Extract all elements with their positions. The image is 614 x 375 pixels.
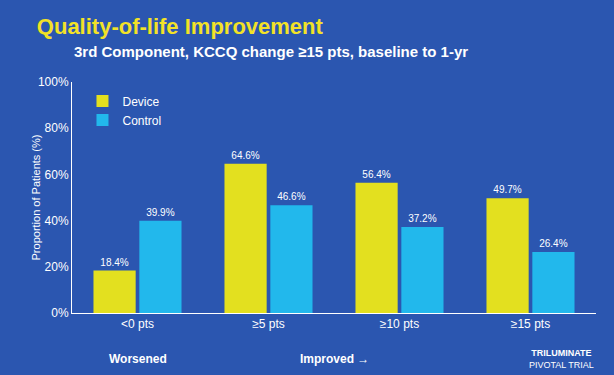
svg-text:100%: 100% (38, 75, 69, 89)
svg-text:39.9%: 39.9% (146, 207, 174, 218)
svg-text:Quality-of-life Improvement: Quality-of-life Improvement (37, 14, 324, 39)
svg-text:<0 pts: <0 pts (121, 317, 154, 331)
svg-text:3rd Component, KCCQ change ≥15: 3rd Component, KCCQ change ≥15 pts, base… (74, 43, 468, 60)
svg-text:TRILUMINATEPIVOTAL TRIAL: TRILUMINATEPIVOTAL TRIAL (529, 348, 594, 370)
svg-text:46.6%: 46.6% (277, 191, 305, 202)
svg-text:Improved →: Improved → (300, 352, 369, 366)
svg-text:≥5 pts: ≥5 pts (252, 317, 285, 331)
svg-text:0%: 0% (51, 306, 69, 320)
svg-text:37.2%: 37.2% (408, 213, 436, 224)
svg-text:≥10 pts: ≥10 pts (380, 317, 419, 331)
svg-text:Proportion of Patients (%): Proportion of Patients (%) (30, 135, 42, 261)
svg-text:64.6%: 64.6% (231, 150, 259, 161)
svg-text:60%: 60% (45, 168, 69, 182)
svg-text:≥15 pts: ≥15 pts (511, 317, 550, 331)
svg-text:49.7%: 49.7% (493, 184, 521, 195)
svg-text:26.4%: 26.4% (539, 238, 567, 249)
svg-text:56.4%: 56.4% (362, 169, 390, 180)
svg-text:80%: 80% (45, 121, 69, 135)
svg-text:Worsened: Worsened (109, 352, 167, 366)
svg-text:20%: 20% (45, 260, 69, 274)
svg-text:40%: 40% (45, 214, 69, 228)
svg-text:Device: Device (122, 95, 159, 109)
svg-text:18.4%: 18.4% (100, 257, 128, 268)
svg-text:Control: Control (122, 114, 161, 128)
